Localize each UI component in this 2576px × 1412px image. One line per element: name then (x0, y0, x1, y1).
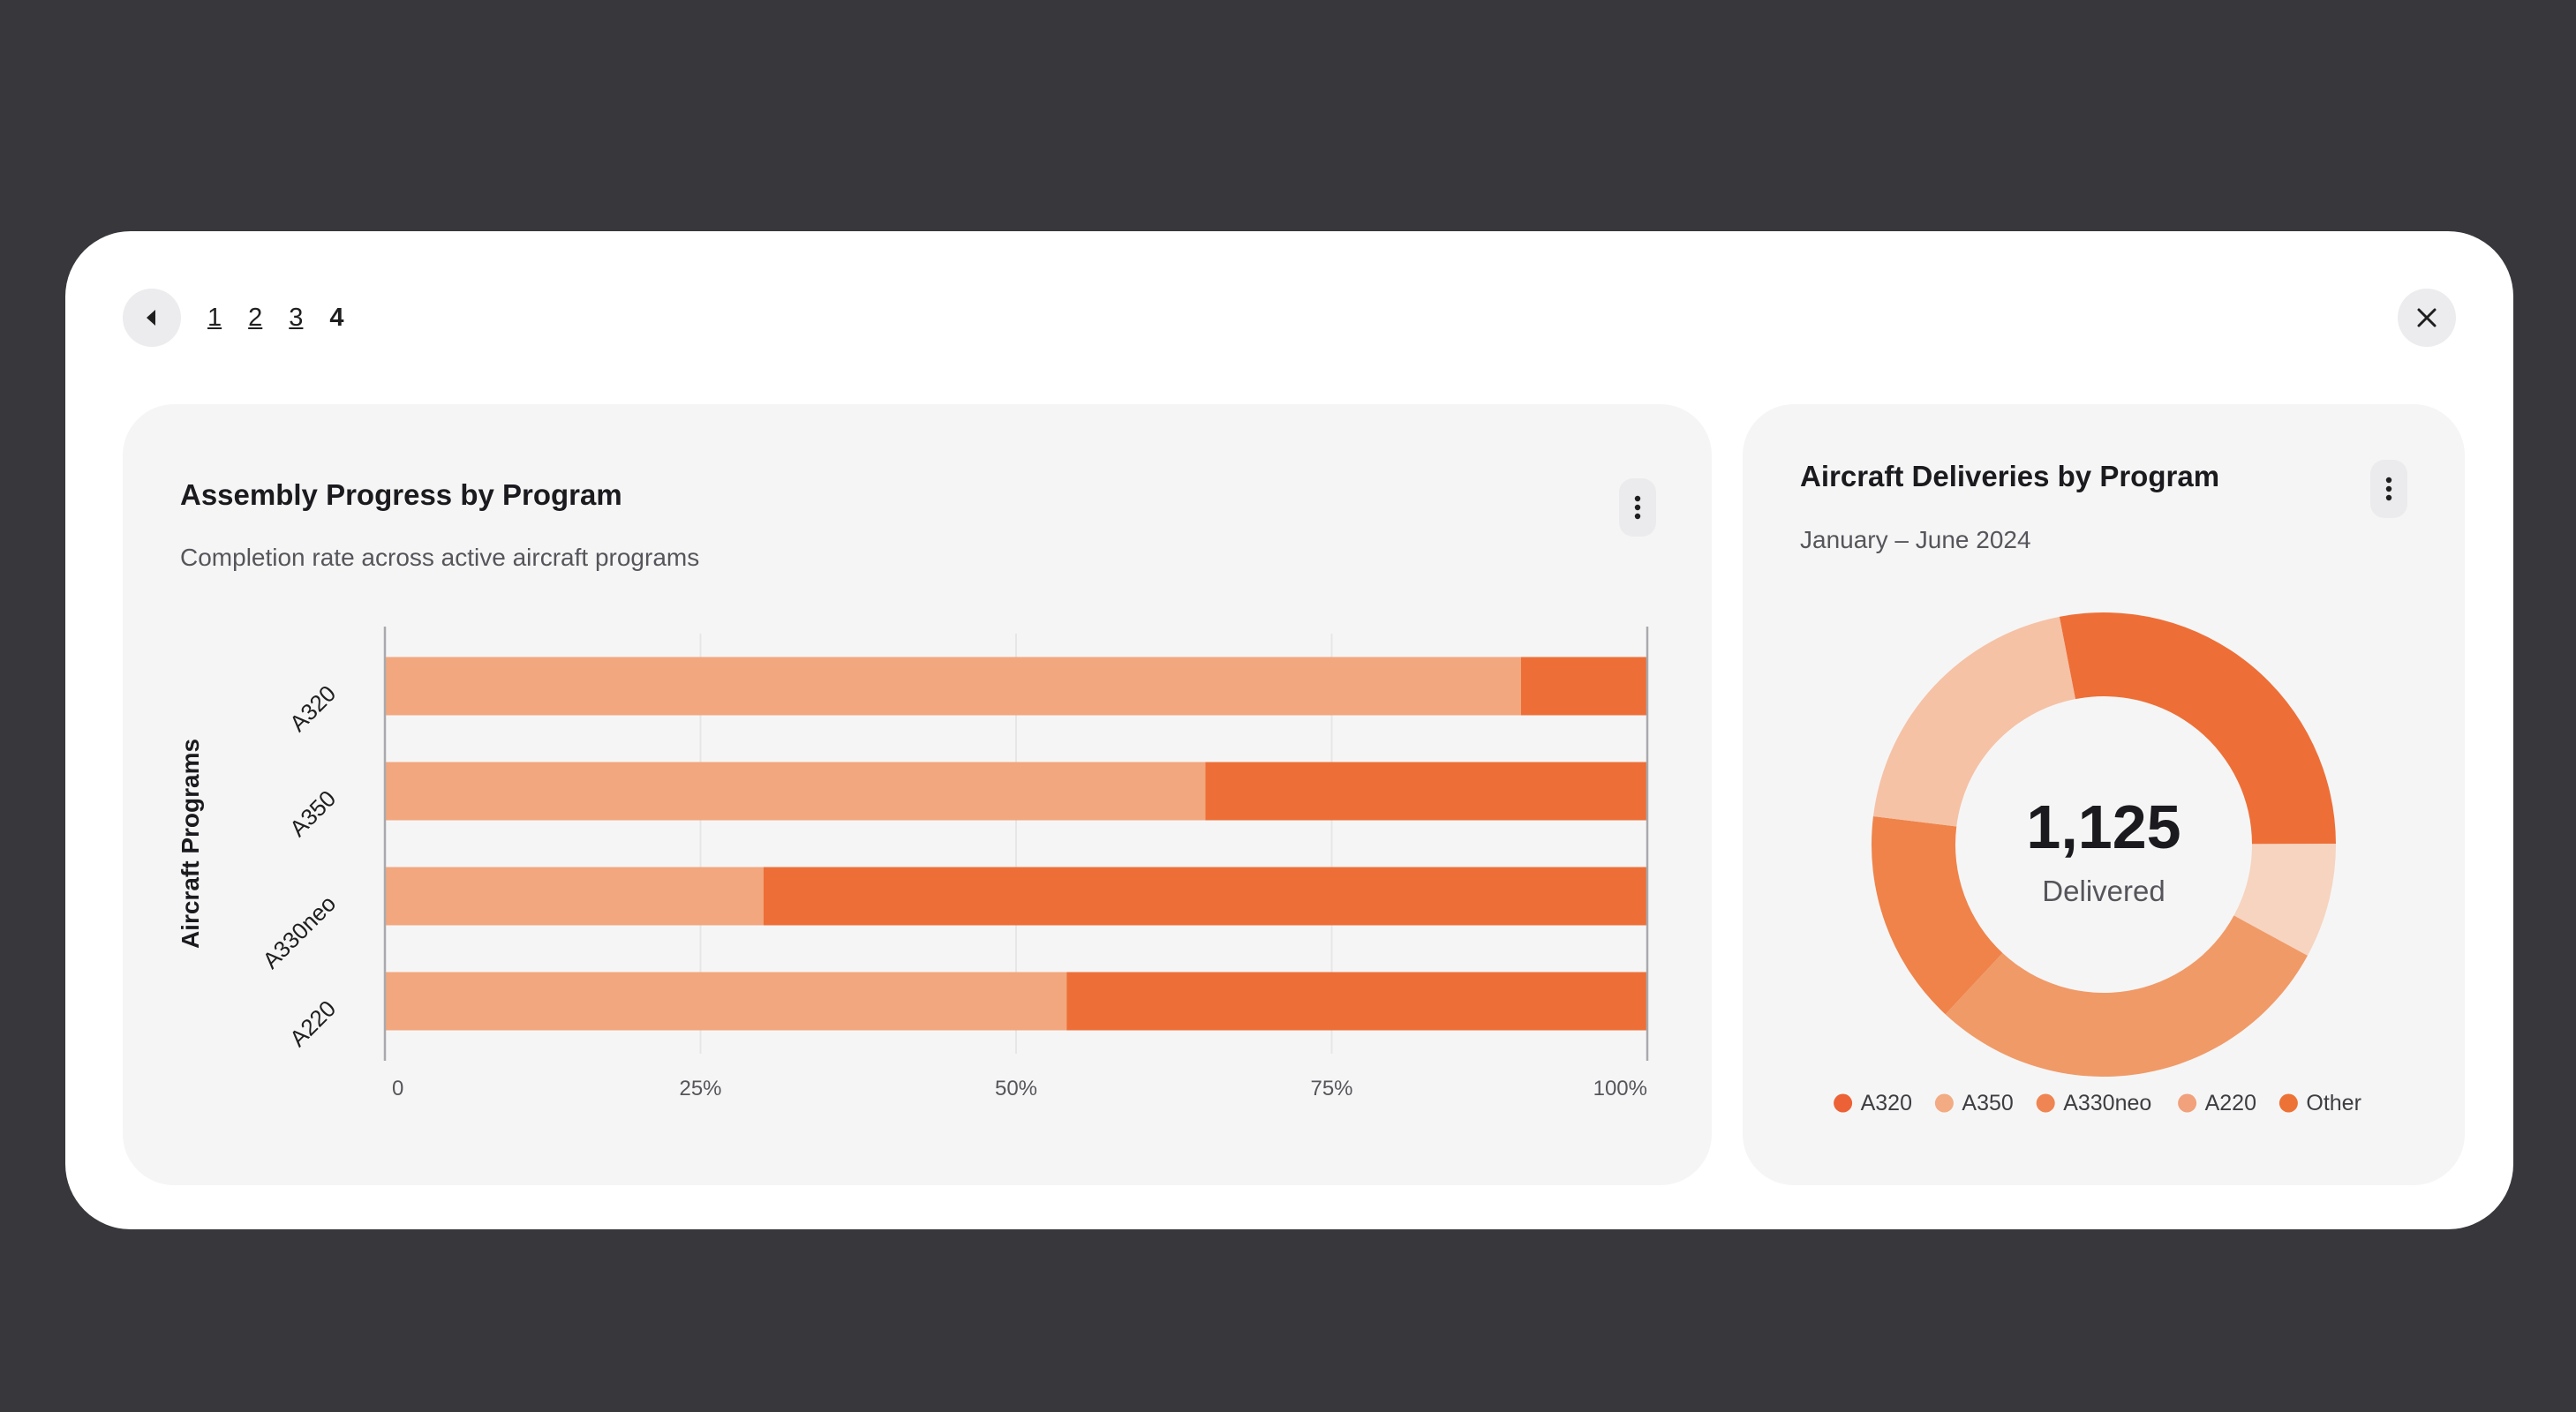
bar-a330neo-segment-1[interactable] (385, 867, 764, 926)
deliveries-chart-title: Aircraft Deliveries by Program (1800, 460, 2220, 492)
category-label-a220: A220 (284, 995, 341, 1052)
bar-a350-segment-1[interactable] (385, 762, 1206, 821)
x-tick-label-2: 50% (995, 1077, 1037, 1100)
caret-left-icon (147, 310, 155, 326)
deliveries-chart-subtitle: January – June 2024 (1800, 526, 2031, 553)
pagination: 1 2 3 4 (123, 289, 371, 347)
deliveries-donut-chart: 1,125 Delivered A320 A350 A330neo A220 Other (1834, 612, 2361, 1115)
bar-a320-segment-2[interactable] (1521, 657, 1647, 716)
page-link-4-current[interactable]: 4 (329, 303, 344, 332)
category-label-a320: A320 (284, 680, 341, 737)
donut-slice-a350[interactable] (2233, 844, 2336, 956)
close-button[interactable] (2398, 289, 2456, 347)
assembly-bar-chart: A320 A350 A330neo A220 0 25% 50% 75% 100% Aircraf… (177, 627, 1649, 1100)
donut-slice-a320[interactable] (2059, 612, 2336, 845)
assembly-progress-card: Assembly Progress by Program Completion … (123, 404, 1712, 1185)
x-tick-label-1: 25% (679, 1077, 721, 1100)
legend-label-other[interactable]: Other (2306, 1091, 2361, 1115)
x-tick-label-3: 75% (1310, 1077, 1352, 1100)
bar-a330neo-segment-2[interactable] (764, 867, 1647, 926)
close-icon (2417, 308, 2437, 327)
category-label-a330neo: A330neo (257, 890, 341, 974)
y-axis-title: Aircraft Programs (177, 739, 204, 949)
page-links: 1 2 3 4 (207, 304, 371, 333)
legend-label-a330neo[interactable]: A330neo (2063, 1091, 2151, 1115)
assembly-menu-button[interactable] (1619, 478, 1656, 537)
assembly-chart-title: Assembly Progress by Program (180, 478, 622, 511)
category-label-a350: A350 (284, 785, 341, 842)
bar-a320-segment-1[interactable] (385, 657, 1521, 716)
legend-swatch-a330neo (2036, 1093, 2055, 1113)
legend-swatch-a320 (1834, 1093, 1853, 1113)
deliveries-menu-button[interactable] (2370, 460, 2407, 518)
legend-swatch-other (2278, 1093, 2298, 1113)
bar-a220-segment-1[interactable] (385, 972, 1067, 1031)
legend-label-a220[interactable]: A220 (2205, 1091, 2256, 1115)
page-link-2[interactable]: 2 (248, 303, 263, 332)
donut-slice-a330neo[interactable] (1945, 915, 2308, 1077)
donut-total-value: 1,125 (2026, 792, 2181, 861)
donut-total-label: Delivered (2042, 875, 2165, 907)
donut-slice-other[interactable] (1872, 616, 2075, 827)
legend-swatch-a350 (1934, 1093, 1954, 1113)
more-vertical-icon (1634, 495, 1641, 520)
assembly-chart-subtitle: Completion rate across active aircraft p… (180, 544, 700, 571)
x-tick-label-4: 100% (1593, 1077, 1647, 1100)
bar-a350-segment-2[interactable] (1205, 762, 1648, 821)
bar-a220-segment-2[interactable] (1066, 972, 1647, 1031)
deliveries-card: Aircraft Deliveries by Program January –… (1743, 404, 2465, 1185)
x-tick-label-0: 0 (392, 1077, 403, 1100)
page-link-3[interactable]: 3 (289, 303, 304, 332)
page-link-1[interactable]: 1 (207, 303, 222, 332)
modal-dialog: 1 2 3 4 Assembly Progress by Program Com… (65, 231, 2513, 1229)
more-vertical-icon (2385, 477, 2392, 501)
legend-swatch-a220 (2178, 1093, 2197, 1113)
donut-slice-a220[interactable] (1872, 815, 2003, 1015)
previous-page-button[interactable] (123, 289, 181, 347)
legend-label-a350[interactable]: A350 (1962, 1091, 2013, 1115)
legend-label-a320[interactable]: A320 (1861, 1091, 1912, 1115)
